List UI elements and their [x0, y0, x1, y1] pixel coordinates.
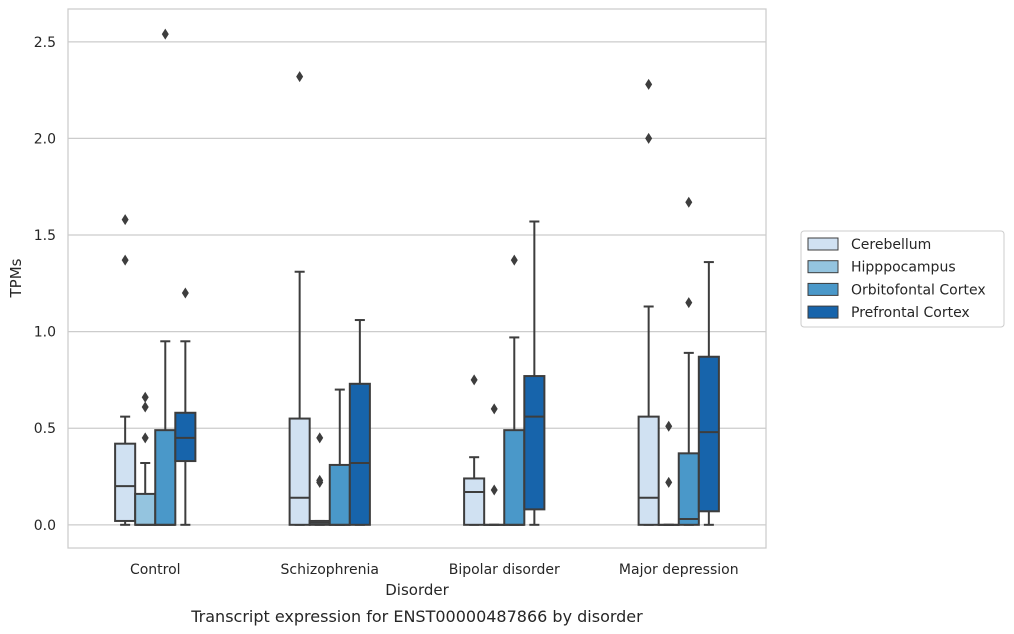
- outlier-point: [665, 476, 673, 488]
- legend-label: Cerebellum: [851, 237, 931, 253]
- legend-frame: [800, 230, 1005, 328]
- box-group: [677, 196, 700, 526]
- box: [503, 429, 526, 526]
- box-plot-marks: [114, 28, 720, 526]
- outlier-point: [685, 297, 693, 309]
- legend: Cerebellum Hipppocampus Orbitofontal Corte…: [800, 230, 1005, 328]
- box-group: [288, 71, 311, 526]
- box-group: [463, 374, 486, 526]
- outlier-point: [181, 287, 189, 299]
- outlier-point: [316, 474, 324, 486]
- box-group: [174, 287, 197, 526]
- y-axis-ticks: 0.0 0.5 1.0 1.5 2.0 2.5: [34, 35, 56, 534]
- y-tick-label: 1.0: [34, 325, 56, 341]
- box-group: [657, 420, 680, 526]
- y-tick-label: 2.0: [34, 131, 56, 147]
- box-group: [348, 319, 371, 526]
- x-tick-label: Schizophrenia: [281, 562, 379, 578]
- x-tick-label: Control: [130, 562, 181, 578]
- outlier-point: [665, 420, 673, 432]
- y-tick-label: 1.5: [34, 228, 56, 244]
- outlier-point: [316, 432, 324, 444]
- box-group: [154, 28, 177, 526]
- box: [637, 415, 660, 526]
- x-axis-label: Disorder: [385, 581, 449, 599]
- y-tick-label: 2.5: [34, 35, 56, 51]
- outlier-point: [161, 28, 169, 40]
- outlier-point: [141, 401, 149, 413]
- x-axis-ticks: Control Schizophrenia Bipolar disorder Majo…: [130, 562, 739, 578]
- outlier-point: [296, 71, 304, 83]
- box: [288, 417, 311, 526]
- legend-swatch: [807, 282, 839, 296]
- legend-label: Orbitofontal Cortex: [851, 282, 986, 298]
- chart-title: Transcript expression for ENST0000048786…: [190, 607, 643, 626]
- outlier-point: [490, 484, 498, 496]
- box-group: [637, 78, 660, 526]
- outlier-point: [470, 374, 478, 386]
- box-group: [697, 261, 720, 526]
- x-tick-label: Major depression: [619, 562, 739, 578]
- box-group: [308, 432, 331, 526]
- outlier-point: [490, 403, 498, 415]
- legend-label: Prefrontal Cortex: [851, 305, 970, 321]
- box: [523, 375, 546, 511]
- box: [463, 477, 486, 526]
- plot-area-frame: [67, 8, 767, 549]
- box: [697, 355, 720, 513]
- box: [154, 429, 177, 526]
- legend-swatch: [807, 237, 839, 251]
- y-axis-label: TPMs: [7, 258, 25, 298]
- box-group: [503, 254, 526, 526]
- outlier-point: [141, 432, 149, 444]
- outlier-point: [645, 132, 653, 144]
- outlier-point: [685, 196, 693, 208]
- y-tick-label: 0.0: [34, 518, 56, 534]
- box: [114, 442, 137, 522]
- legend-swatch: [807, 305, 839, 319]
- box: [677, 452, 700, 526]
- box: [134, 492, 157, 526]
- box-group: [523, 220, 546, 526]
- legend-label: Hipppocampus: [851, 260, 956, 276]
- outlier-point: [510, 254, 518, 266]
- outlier-point: [121, 254, 129, 266]
- box-group: [483, 403, 506, 526]
- box: [348, 382, 371, 526]
- legend-swatch: [807, 260, 839, 274]
- box: [328, 463, 351, 526]
- box-group: [114, 214, 137, 526]
- outlier-point: [121, 214, 129, 226]
- x-tick-label: Bipolar disorder: [449, 562, 560, 578]
- box-group: [328, 388, 351, 526]
- outlier-point: [645, 78, 653, 90]
- y-tick-label: 0.5: [34, 421, 56, 437]
- outlier-point: [141, 391, 149, 403]
- box-group: [134, 391, 157, 526]
